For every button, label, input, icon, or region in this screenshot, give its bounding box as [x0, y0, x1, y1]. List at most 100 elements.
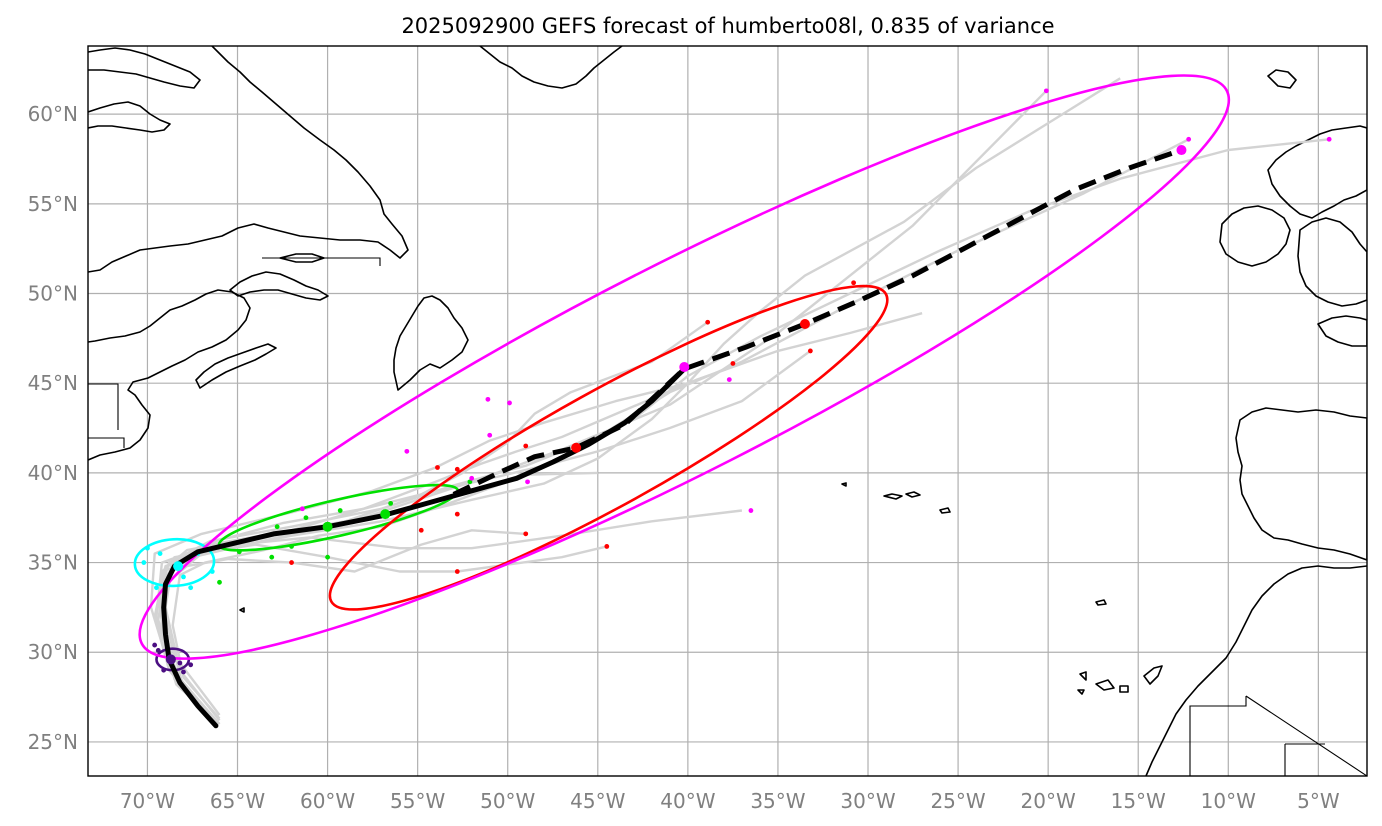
coastline-baffin — [88, 47, 201, 89]
uncertainty-ellipses — [133, 74, 1231, 672]
coastline-britain — [1297, 217, 1367, 307]
y-tick-label: 30°N — [28, 640, 78, 664]
member-position — [388, 500, 394, 506]
member-position — [188, 585, 194, 591]
member-position — [1043, 88, 1049, 94]
coastline-greenland — [479, 46, 623, 89]
member-position — [1326, 136, 1332, 142]
member-position — [325, 554, 330, 560]
member-position — [726, 377, 732, 383]
member-position — [525, 479, 530, 485]
member-position — [161, 667, 167, 673]
member-position — [469, 475, 475, 481]
member-position — [188, 662, 194, 668]
member-position — [454, 569, 460, 574]
member-position — [289, 544, 294, 549]
member-position — [177, 660, 183, 666]
y-tick-label: 45°N — [28, 371, 78, 395]
x-tick-label: 60°W — [300, 789, 355, 813]
y-tick-label: 50°N — [28, 282, 78, 306]
coastline-hudson-strait — [88, 101, 171, 133]
y-tick-label: 60°N — [28, 102, 78, 126]
coastline-france-brittany — [1317, 315, 1367, 347]
mean-position — [799, 319, 810, 330]
canary-islands — [1077, 665, 1163, 695]
madeira-islands — [1095, 599, 1107, 606]
member-position — [181, 669, 186, 675]
y-tick-label: 35°N — [28, 551, 78, 575]
coastline-gulf-st-lawrence — [229, 271, 329, 301]
member-position — [467, 479, 473, 485]
member-position — [145, 545, 150, 551]
member-position — [289, 560, 294, 565]
x-tick-label: 5°W — [1297, 789, 1340, 813]
mean-position — [571, 442, 582, 453]
coastline-nova-scotia — [195, 343, 277, 389]
member-position — [807, 348, 813, 354]
map-frame — [87, 45, 1368, 777]
coastline-north-america — [88, 289, 251, 461]
member-position — [454, 466, 460, 472]
coastline-ireland — [1219, 205, 1291, 267]
member-position — [730, 361, 736, 366]
x-tick-label: 15°W — [1111, 789, 1166, 813]
x-tick-label: 50°W — [480, 789, 535, 813]
member-position — [154, 585, 159, 591]
x-tick-label: 70°W — [120, 789, 175, 813]
ocean-background — [88, 46, 1367, 776]
member-position — [181, 574, 186, 580]
member-position — [851, 280, 856, 286]
plot-area — [88, 46, 1367, 776]
x-tick-label: 10°W — [1201, 789, 1256, 813]
member-position — [523, 443, 529, 449]
ensemble-member-positions — [141, 88, 1332, 675]
border-us-canada — [88, 257, 381, 448]
uncertainty-ellipse — [328, 284, 889, 611]
coastline-iceland — [1267, 69, 1297, 89]
member-position — [274, 524, 280, 530]
member-position — [299, 506, 305, 512]
border-western-sahara — [1189, 695, 1367, 776]
member-position — [155, 648, 161, 653]
longitude-tick-labels: 70°W 65°W 60°W 55°W 50°W 45°W 40°W 35°W 30°W 25°W… — [120, 789, 1340, 813]
azores-islands — [841, 482, 951, 514]
y-tick-label: 40°N — [28, 461, 78, 485]
member-position — [303, 515, 309, 521]
y-tick-label: 25°N — [28, 730, 78, 754]
member-position — [507, 400, 512, 406]
member-position — [748, 508, 754, 513]
coastline-iberia — [1235, 407, 1367, 561]
mean-position — [322, 521, 333, 532]
x-tick-label: 20°W — [1021, 789, 1076, 813]
member-position — [1186, 136, 1192, 142]
uncertainty-ellipse — [133, 537, 216, 588]
coastline-labrador — [88, 46, 409, 273]
x-tick-label: 55°W — [390, 789, 445, 813]
member-position — [152, 642, 158, 648]
member-position — [217, 579, 222, 585]
member-position — [418, 527, 424, 533]
member-position — [485, 396, 491, 402]
mean-position — [173, 561, 184, 572]
uncertainty-ellipse — [138, 74, 1231, 660]
x-tick-label: 30°W — [840, 789, 895, 813]
mean-position — [380, 509, 391, 520]
member-position — [487, 432, 493, 438]
member-position — [337, 508, 343, 513]
map-title: 2025092900 GEFS forecast of humberto08l,… — [401, 14, 1054, 38]
coastlines — [88, 46, 1367, 776]
coastline-africa — [1145, 565, 1367, 776]
member-position — [141, 560, 147, 565]
mean-position — [1176, 145, 1187, 156]
bermuda — [239, 607, 245, 613]
coastline-newfoundland — [393, 295, 469, 391]
member-position — [236, 549, 242, 555]
member-position — [269, 554, 275, 560]
member-position — [454, 511, 460, 517]
member-position — [523, 531, 529, 537]
mean-position — [165, 654, 176, 665]
member-position — [604, 544, 610, 549]
member-position — [209, 569, 215, 574]
coastline-scotland — [1267, 125, 1367, 219]
